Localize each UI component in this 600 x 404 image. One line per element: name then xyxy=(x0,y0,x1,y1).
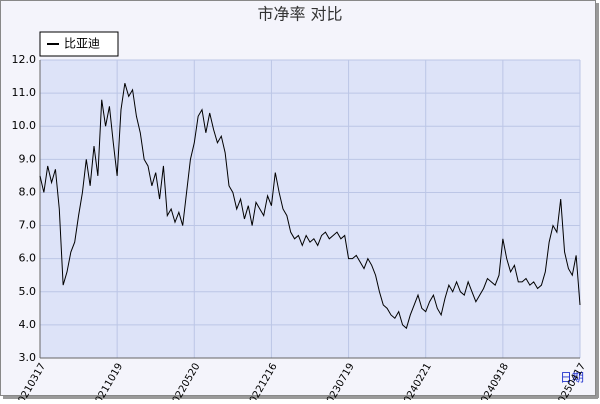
y-tick-label: 7.0 xyxy=(19,219,37,232)
y-tick-label: 6.0 xyxy=(19,252,37,265)
y-tick-label: 8.0 xyxy=(19,185,37,198)
y-tick-label: 9.0 xyxy=(19,152,37,165)
y-tick-label: 10.0 xyxy=(12,119,37,132)
x-axis-label: 日期 xyxy=(560,371,584,385)
y-tick-label: 3.0 xyxy=(19,351,37,364)
legend-label: 比亚迪 xyxy=(64,37,100,51)
chart-title: 市净率 对比 xyxy=(257,5,342,24)
y-tick-label: 5.0 xyxy=(19,285,37,298)
y-tick-label: 11.0 xyxy=(12,86,37,99)
line-series xyxy=(39,83,581,330)
y-tick-label: 4.0 xyxy=(19,318,37,331)
plot-area xyxy=(40,60,580,358)
y-tick-label: 12.0 xyxy=(12,53,37,66)
